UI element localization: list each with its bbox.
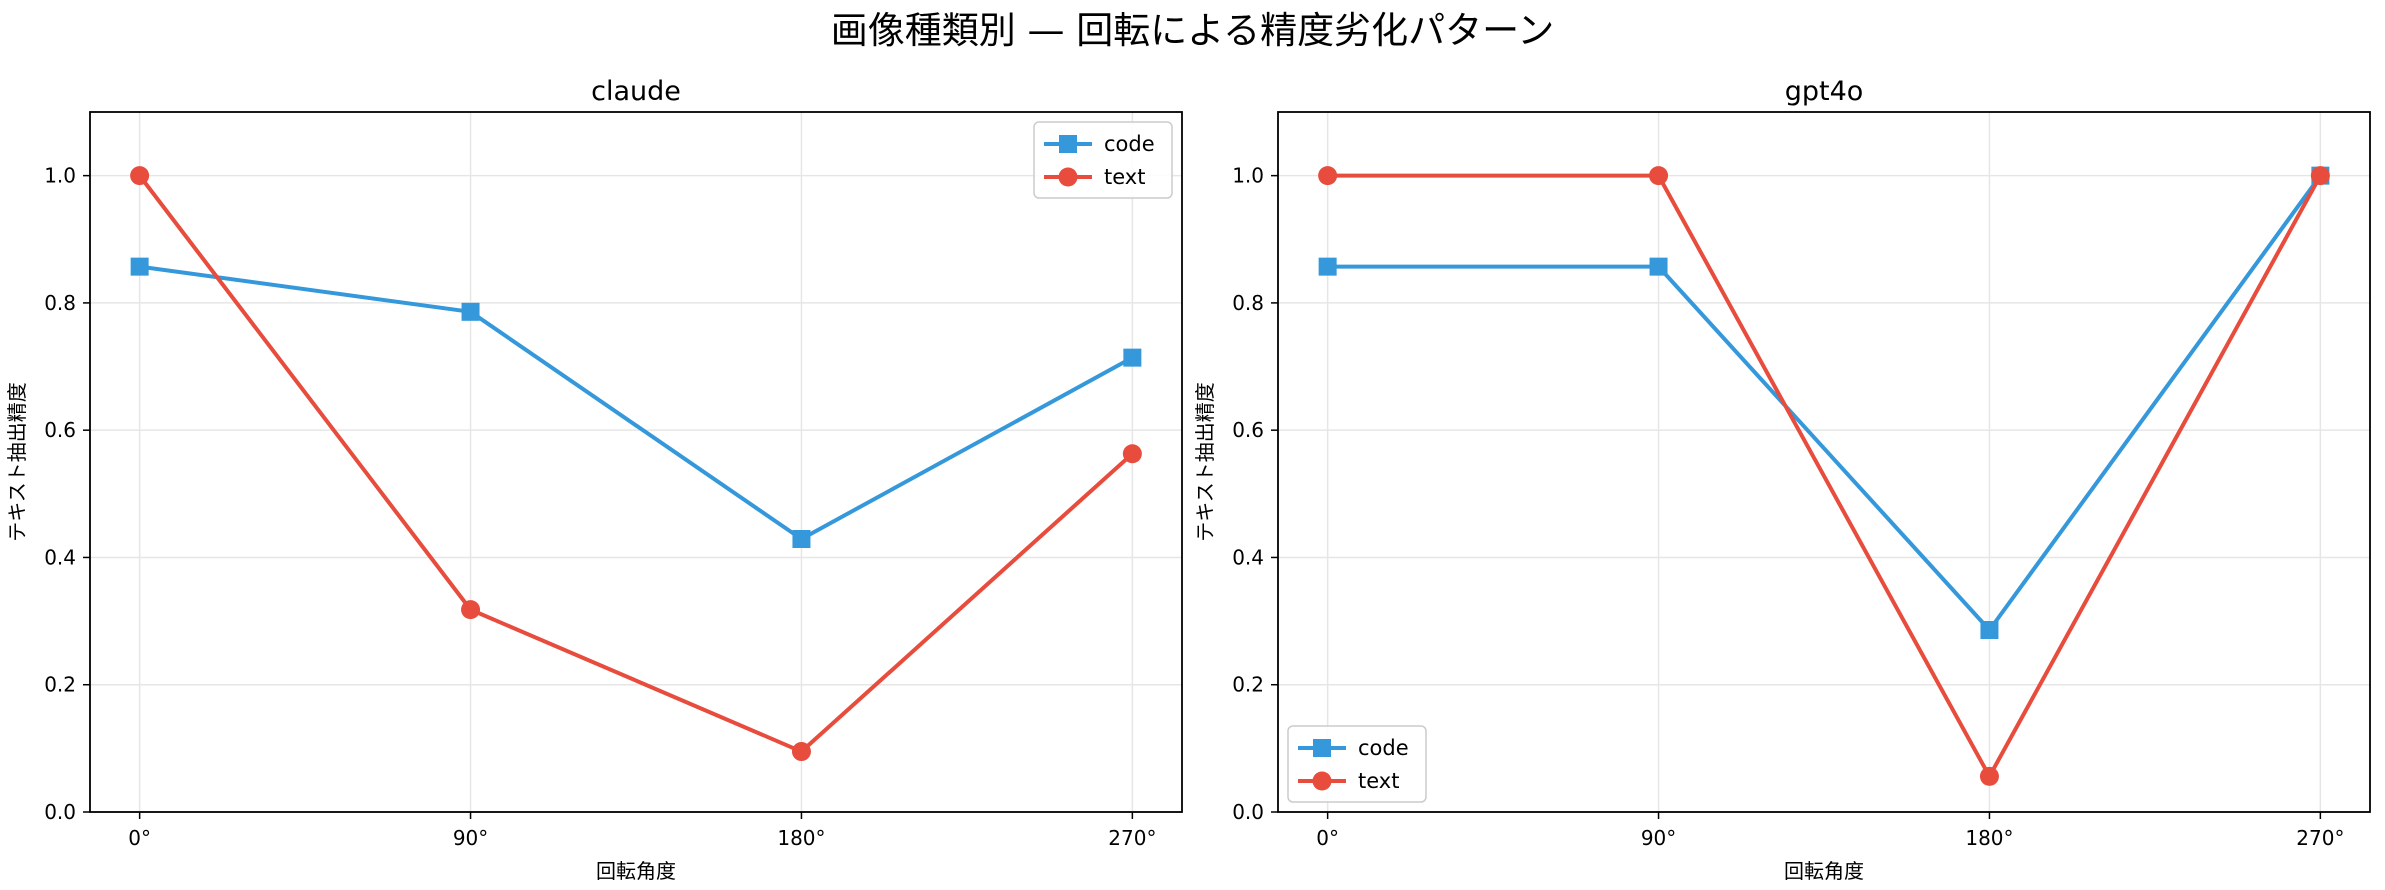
x-tick-label: 90° [453, 826, 488, 850]
x-tick-label: 270° [2296, 826, 2344, 850]
panel-title: claude [591, 76, 681, 107]
y-tick-label: 0.0 [44, 800, 76, 824]
figure-title: 画像種類別 — 回転による精度劣化パターン [830, 9, 1555, 52]
x-tick-label: 0° [1316, 826, 1339, 850]
y-tick-label: 0.4 [44, 545, 76, 569]
legend-label-code: code [1104, 132, 1155, 156]
data-point-text [791, 742, 811, 762]
data-point-text [2310, 166, 2330, 186]
data-point-code [1980, 621, 1999, 639]
x-tick-label: 180° [1965, 826, 2013, 850]
y-tick-label: 1.0 [1232, 164, 1264, 188]
legend-label-text: text [1358, 769, 1399, 793]
legend-marker-code [1313, 739, 1331, 757]
series-line-code [1327, 174, 2322, 632]
legend-marker-code [1059, 135, 1077, 153]
y-tick-label: 0.4 [1232, 545, 1264, 569]
y-axis-label: テキスト抽出精度 [1193, 382, 1217, 541]
data-point-code [1123, 348, 1142, 367]
y-tick-label: 0.6 [44, 418, 76, 442]
plot-frame [1277, 111, 2371, 813]
legend-label-code: code [1358, 736, 1409, 760]
data-point-code [461, 302, 480, 321]
x-axis-label: 回転角度 [596, 859, 676, 883]
data-point-text [461, 600, 481, 620]
data-point-text [1318, 166, 1338, 186]
y-tick-label: 0.6 [1232, 418, 1264, 442]
y-tick-label: 0.8 [44, 291, 76, 315]
x-tick-label: 0° [128, 826, 151, 850]
legend: code text [1033, 121, 1173, 199]
legend-marker-text [1058, 167, 1078, 187]
legend-marker-text [1312, 771, 1332, 791]
series-line-text [138, 174, 1134, 754]
data-point-code [130, 257, 149, 276]
x-tick-label: 180° [777, 826, 825, 850]
plot-frame [89, 111, 1183, 813]
x-axis-label: 回転角度 [1784, 859, 1864, 883]
series-line-text [1327, 173, 2323, 779]
legend-label-text: text [1104, 165, 1145, 189]
legend: code text [1287, 725, 1427, 803]
data-point-text [1979, 766, 1999, 786]
data-point-code [1318, 257, 1337, 276]
data-point-code [792, 530, 811, 548]
panel-title: gpt4o [1785, 76, 1864, 107]
y-tick-label: 0.0 [1232, 800, 1264, 824]
x-tick-label: 270° [1108, 826, 1156, 850]
chart-panel-claude: 0.0 0.2 0.4 0.6 0.8 1.0 0° 90° 180° 270° claude 回転角… [5, 76, 1183, 883]
y-tick-label: 0.8 [1232, 291, 1264, 315]
y-tick-label: 1.0 [44, 164, 76, 188]
data-point-code [1649, 257, 1668, 276]
chart-panel-gpt4o: 0.0 0.2 0.4 0.6 0.8 1.0 0° 90° 180° 270° gpt4o 回転角度… [1193, 76, 2371, 883]
x-tick-label: 90° [1641, 826, 1676, 850]
data-point-text [1649, 166, 1669, 186]
data-point-text [130, 166, 150, 186]
y-axis-label: テキスト抽出精度 [5, 382, 29, 541]
y-tick-label: 0.2 [1232, 673, 1264, 697]
y-tick-label: 0.2 [44, 673, 76, 697]
data-point-text [1122, 444, 1142, 464]
series-line-code [139, 264, 1134, 541]
